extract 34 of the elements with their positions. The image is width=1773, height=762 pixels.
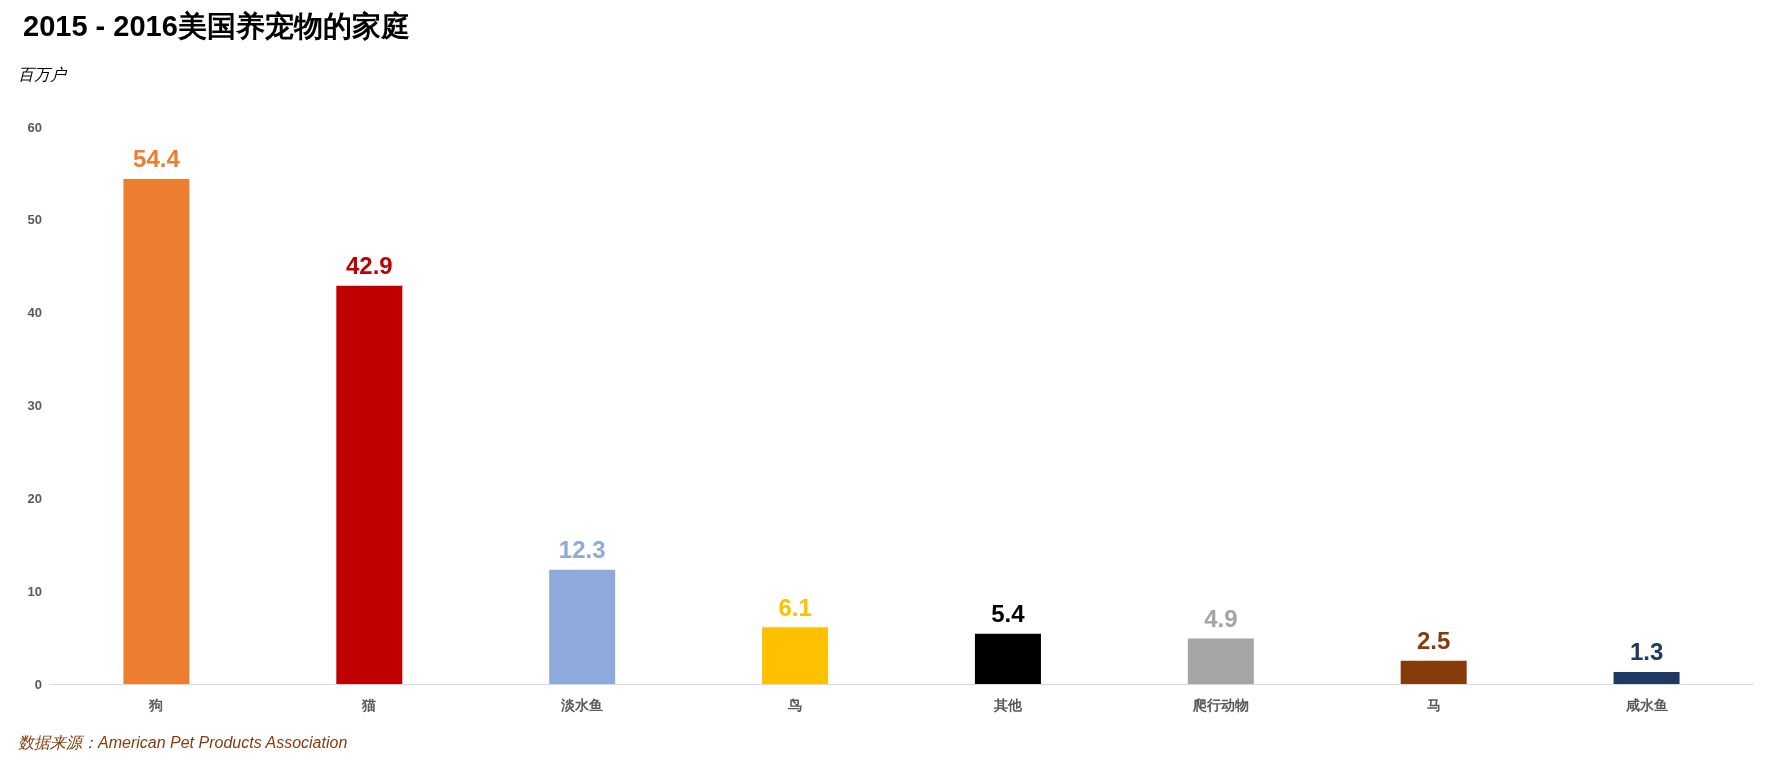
y-tick-label: 50 — [27, 212, 42, 228]
data-label: 5.4 — [991, 600, 1026, 628]
bar — [974, 633, 1041, 684]
data-label: 42.9 — [345, 252, 393, 280]
y-tick-label: 20 — [27, 490, 42, 506]
data-label: 1.3 — [1629, 638, 1664, 666]
bar — [549, 569, 616, 684]
data-label: 12.3 — [558, 536, 606, 564]
y-tick-label: 60 — [27, 119, 42, 135]
x-tick-label: 猫 — [361, 697, 377, 713]
x-tick-label: 鸟 — [787, 697, 803, 713]
bar — [123, 178, 190, 684]
data-label: 6.1 — [778, 593, 812, 621]
bar — [1400, 660, 1467, 684]
bar — [1613, 671, 1680, 684]
x-tick-label: 爬行动物 — [1191, 697, 1249, 713]
data-label: 54.4 — [133, 145, 181, 173]
bar — [762, 627, 829, 684]
y-axis-title: 百万户 — [18, 65, 68, 83]
x-tick-label: 狗 — [148, 697, 164, 713]
x-tick-label: 咸水鱼 — [1624, 697, 1668, 713]
bar — [1187, 638, 1254, 684]
data-label: 4.9 — [1204, 605, 1238, 633]
y-tick-label: 40 — [27, 305, 42, 321]
bar — [336, 285, 403, 684]
y-tick-label: 0 — [34, 676, 42, 692]
x-tick-label: 马 — [1426, 697, 1441, 713]
y-tick-label: 10 — [27, 583, 42, 599]
source-note: 数据来源：American Pet Products Association — [18, 733, 348, 751]
x-tick-label: 其他 — [992, 697, 1023, 713]
chart-title: 2015 - 2016美国养宠物的家庭 — [23, 9, 410, 42]
x-tick-label: 淡水鱼 — [560, 697, 604, 713]
data-label: 2.5 — [1417, 627, 1451, 655]
y-tick-label: 30 — [27, 398, 42, 413]
